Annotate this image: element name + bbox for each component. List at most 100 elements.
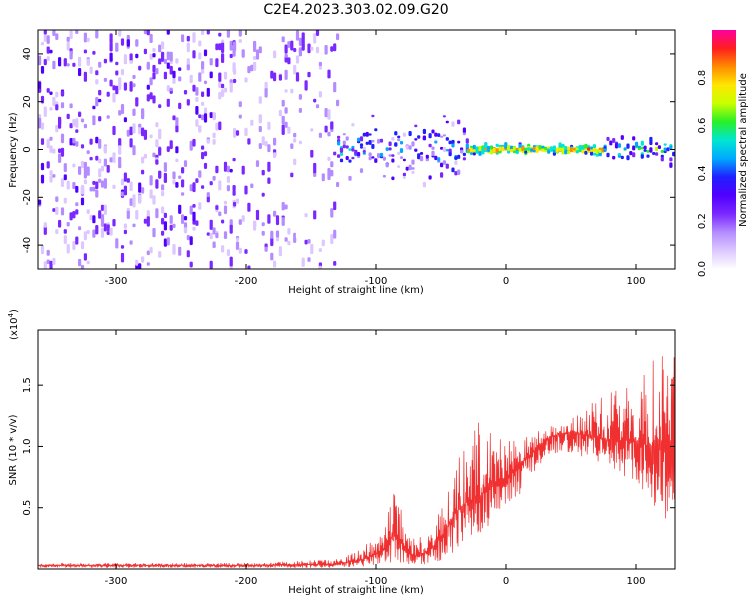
spectrogram-cell [83,32,87,43]
spectrogram-cell [442,115,446,118]
spectrogram-cell [281,217,285,226]
spectrogram-cell [38,88,42,93]
spectrogram-cell [226,30,230,38]
spectrogram-cell [244,249,248,254]
colorbar-label: Normalized spectral amplitude [738,73,749,227]
spectrogram-cell [255,160,260,167]
spectrogram-cell [98,138,102,149]
spectrogram-cell [336,33,340,41]
spectrogram-cell [572,148,576,151]
spectrogram-cell [49,175,53,183]
spectrogram-cell [541,148,545,152]
spectrogram-cell [123,223,127,229]
spectrogram-cell [72,62,76,67]
spectrogram-cell [273,260,277,268]
spectrogram-cell [100,227,105,236]
spectrogram-cell [472,152,476,156]
spectrogram-cell [172,70,176,79]
spectrogram-cell [462,152,466,157]
spectrogram-cell [155,159,159,165]
spectrogram-cell [437,157,441,162]
spectrogram-cell [40,244,45,255]
spectrogram-cell [223,71,228,80]
snr-x-tick-label: 0 [503,576,509,587]
spectrogram-cell [83,161,87,172]
spectrogram-cell [43,106,47,117]
spectrogram-cell [201,91,205,97]
spectrogram-cell [198,170,202,178]
spectrogram-cell [166,51,170,61]
spectrogram-cell [301,40,305,51]
spectrogram-cell [281,124,285,135]
spectrogram-cell [132,83,136,88]
spectrogram-cell [38,55,42,66]
spectrogram-cell [293,64,297,75]
spectrogram-cell [149,134,153,139]
spectrogram-cell [339,152,344,156]
spectrogram-cell [391,154,395,157]
spectrogram-cell [181,214,185,224]
spectrogram-cell [472,144,476,151]
spectrogram-cell [69,123,73,129]
snr-panel: -300 -200 -100 0 100 0.5 1.0 1.5 Height of str… [7,309,676,596]
spectrogram-cell [186,235,190,241]
spectrogram-cell [75,209,79,215]
spectrogram-cell [118,164,122,169]
spectrogram-cell [109,79,113,87]
spectrogram-cell [561,147,565,151]
spectrogram-cell [281,115,285,125]
spectrogram-cell [229,224,233,234]
spectrogram-cell [80,144,85,149]
spectrogram-cell [86,58,90,66]
colorbar: 0.0 0.2 0.4 0.6 0.8 Normalized spectral ampl… [697,30,749,277]
spectrogram-cell [60,178,65,187]
spectrogram-cell [484,143,488,149]
spectrogram-cell [382,174,386,178]
spectrogram-cell [43,225,47,235]
spectrogram-cell [120,38,125,46]
spectrogram-cell [60,147,65,157]
spectrogram-cell [86,209,90,214]
spectrogram-cell [521,150,525,153]
spectrogram-cell [295,30,300,41]
spectrogram-x-tick-label: -300 [105,276,128,287]
spectrogram-cell [166,62,170,69]
spectrogram-cell [465,143,469,149]
spectrogram-cell [495,143,499,147]
colorbar-tick-label: 0.6 [697,118,708,134]
spectrogram-cell [295,229,300,239]
spectrogram-cell [336,182,340,188]
spectrogram-cell [146,94,150,102]
spectrogram-cell [152,152,156,158]
spectrogram-cell [327,156,331,161]
snr-scale-factor: (x104) [7,309,20,340]
spectrogram-cell [388,147,392,151]
spectrogram-cell [454,171,458,176]
spectrogram-cell [672,151,675,157]
spectrogram-cell [112,125,116,136]
spectrogram-cell [313,210,317,220]
spectrogram-cell [333,201,337,211]
spectrogram-cell [212,227,216,235]
spectrogram-cell [337,141,341,146]
spectrogram-cell [295,55,300,64]
spectrogram-cell [186,64,190,71]
spectrogram-y-tick-label: 20 [22,95,33,108]
spectrogram-cell [78,68,82,77]
spectrogram-cell [89,138,93,145]
spectrogram-cell [218,43,222,51]
spectrogram-cell [212,132,216,139]
spectrogram-cell [431,146,435,150]
spectrogram-x-ticks: -300 -200 -100 0 100 [105,30,646,287]
spectrogram-cell [264,87,268,98]
spectrogram-cell [238,219,242,225]
spectrogram-cell [342,144,346,149]
spectrogram-cell [98,116,102,122]
spectrogram-cell [345,136,349,141]
spectrogram-cell [402,132,406,137]
spectrogram-cell [146,262,150,266]
spectrogram-cell [163,178,167,183]
spectrogram-cell [118,156,122,168]
spectrogram-cell [385,163,389,168]
